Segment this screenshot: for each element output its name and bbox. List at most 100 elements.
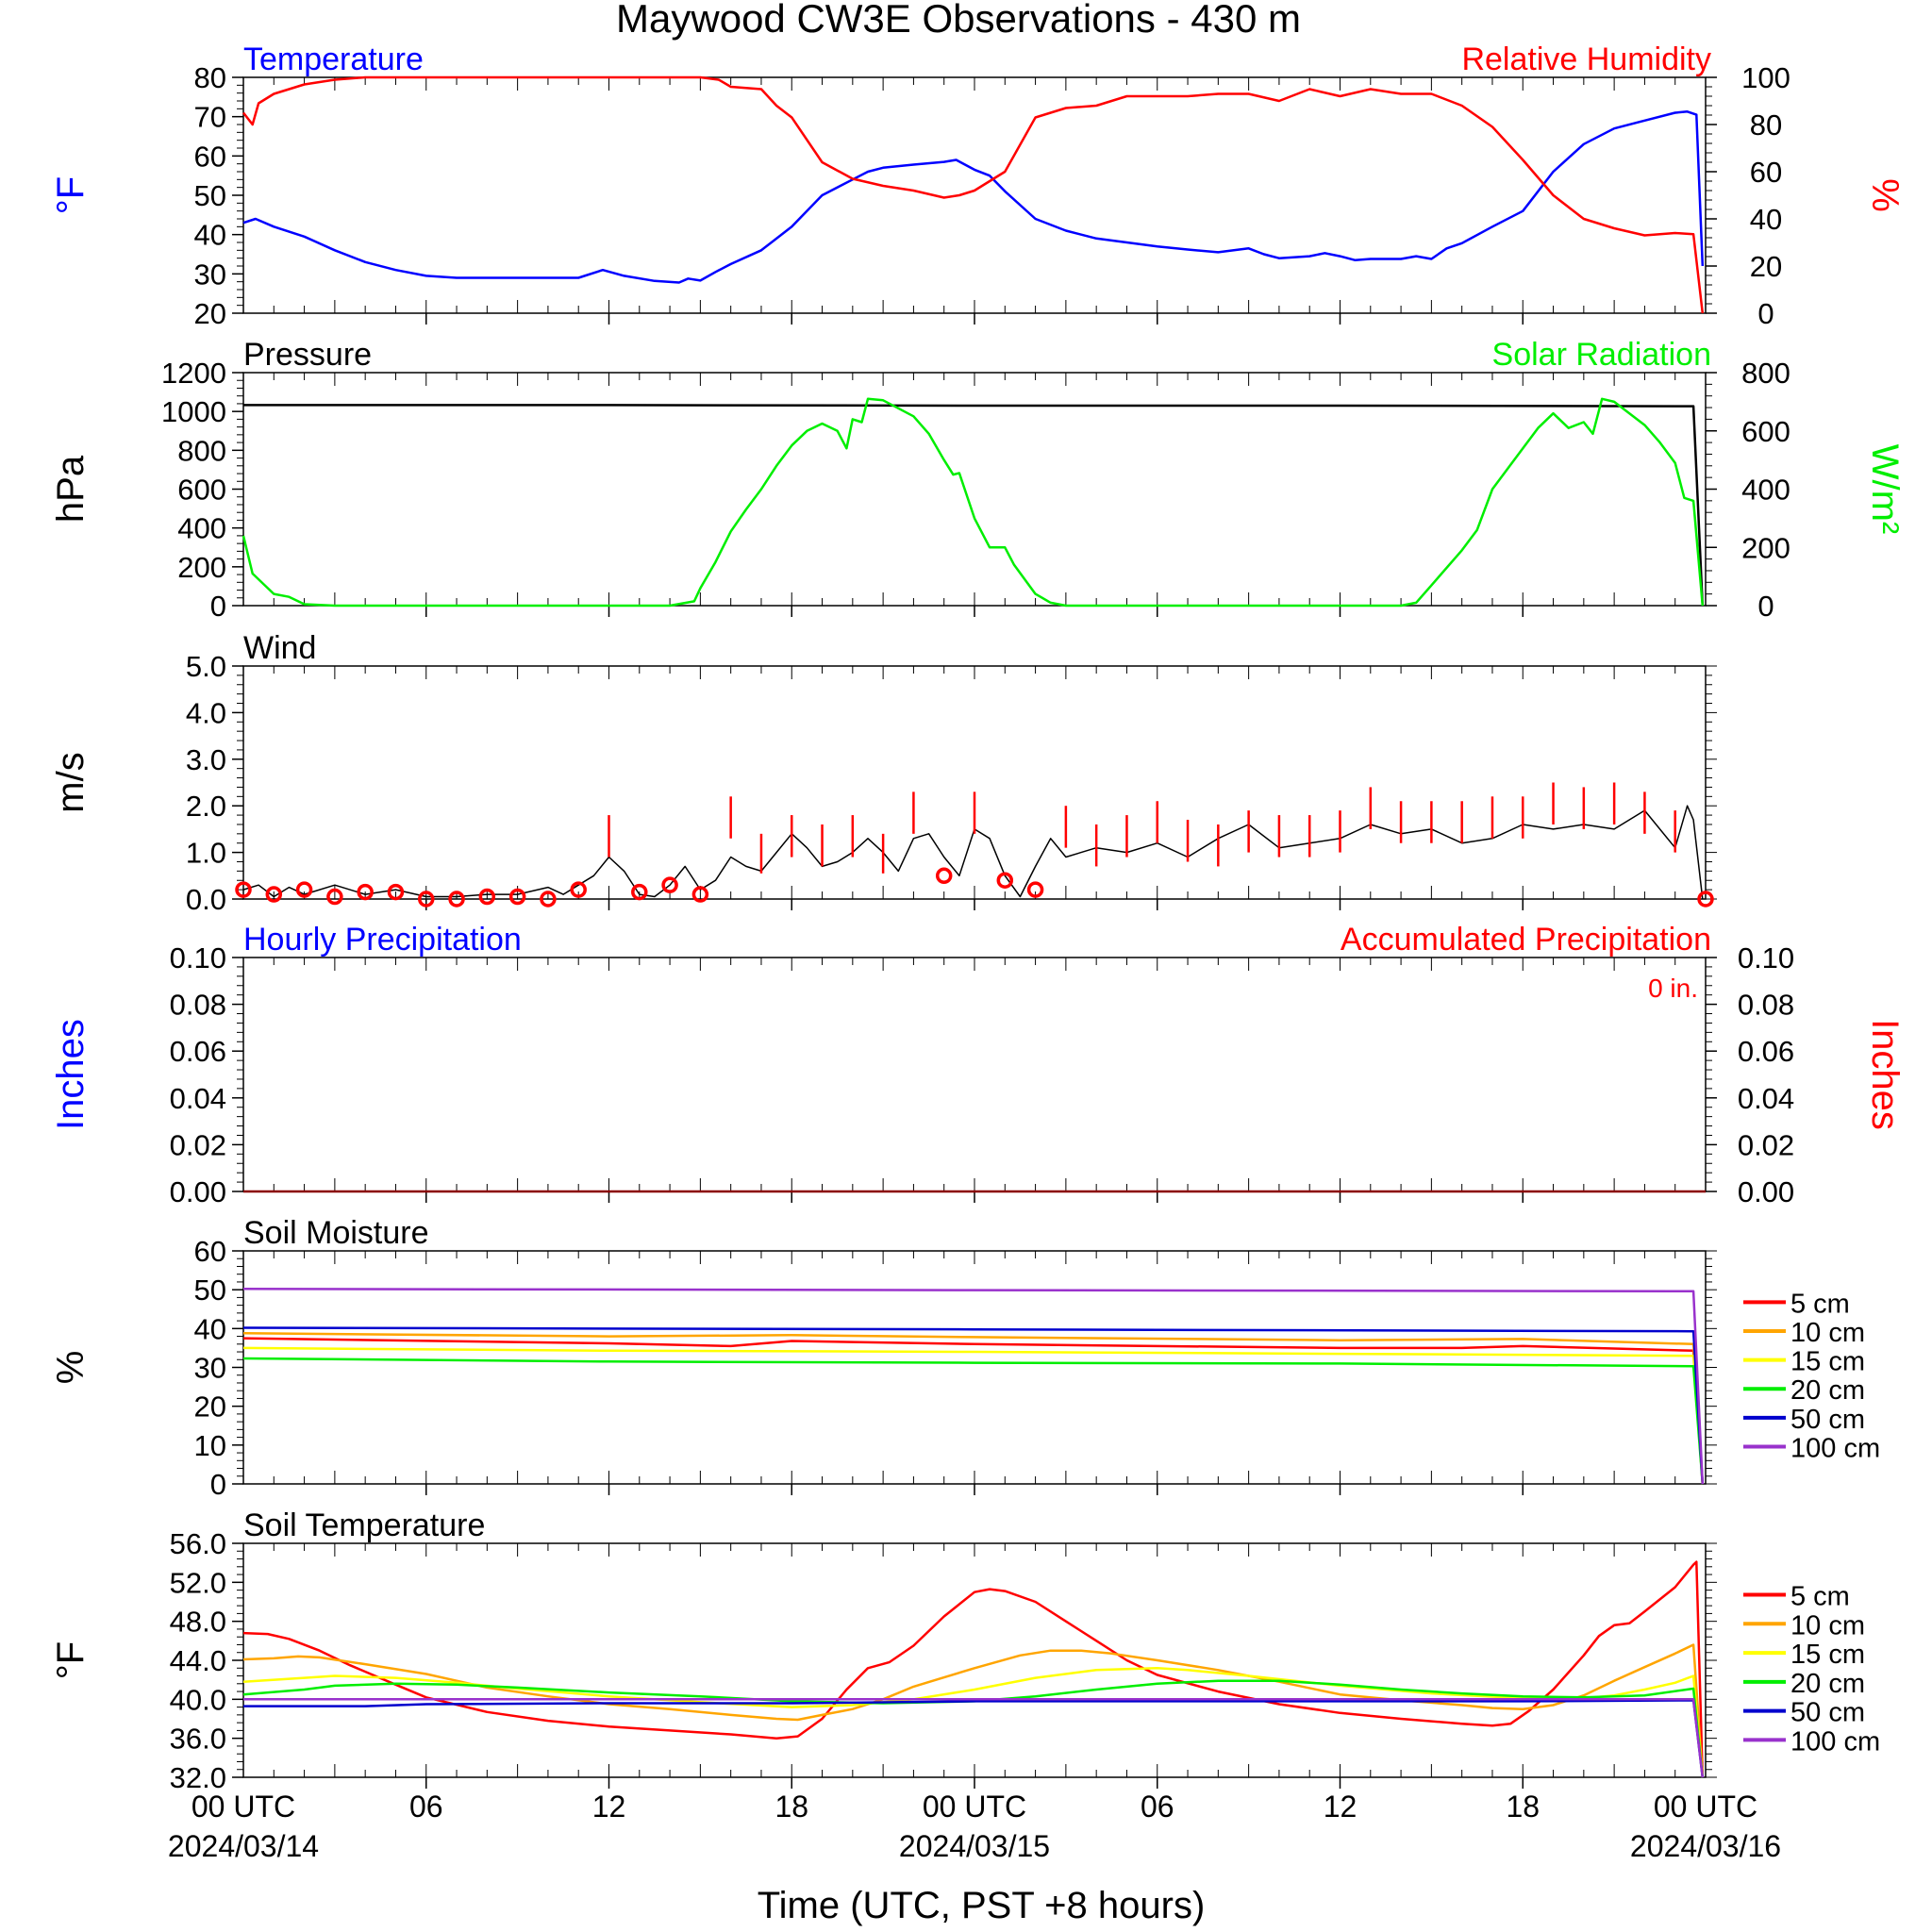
series-line-wind	[242, 805, 1704, 900]
calm-wind-circle	[691, 886, 709, 903]
panel-title-left: Soil Temperature	[243, 1507, 485, 1543]
legend-label: 50 cm	[1790, 1405, 1865, 1435]
y-left-tick-label: 40	[194, 1312, 226, 1345]
y-left-tick-label: 800	[177, 434, 226, 467]
panel-precip: 0.00 0.02 0.04 0.06 0.08 0.10 0.00 0.02 0.04 0.06…	[50, 922, 1906, 1208]
series-line-100-cm	[242, 1288, 1705, 1485]
legend-label: 100 cm	[1790, 1726, 1880, 1757]
y-right-axis-label: W/m²	[1864, 444, 1906, 535]
y-right-tick-label: 200	[1741, 531, 1790, 564]
accumulated-total-label: 0 in.	[1648, 974, 1698, 1003]
legend-label: 10 cm	[1790, 1610, 1865, 1641]
legend-label: 15 cm	[1790, 1640, 1865, 1670]
y-left-axis-label: hPa	[50, 455, 92, 523]
calm-wind-circle	[1697, 891, 1714, 908]
y-left-tick-label: 0.08	[170, 989, 226, 1022]
calm-wind-circle	[418, 891, 435, 908]
calm-wind-circle	[265, 886, 283, 903]
y-left-tick-label: 52.0	[170, 1566, 226, 1599]
y-left-tick-label: 200	[177, 551, 226, 584]
legend-label: 5 cm	[1790, 1582, 1850, 1612]
y-left-tick-label: 20	[194, 1391, 226, 1424]
calm-wind-circle	[326, 888, 343, 906]
series-line-100-cm	[243, 1698, 1705, 1778]
y-left-tick-label: 1.0	[186, 837, 226, 870]
series-line-10-cm	[242, 1332, 1705, 1485]
y-left-tick-label: 0.00	[170, 1175, 226, 1208]
panel-pressure_solar: 0 200 400 600 800 1000 1200 0 200 400 600 800 W/m² hP…	[50, 337, 1906, 623]
y-right-tick-label: 0.00	[1738, 1175, 1794, 1208]
panel-title-right: Solar Radiation	[1492, 337, 1711, 373]
y-left-tick-label: 30	[194, 1352, 226, 1385]
y-left-tick-label: 600	[177, 474, 226, 507]
y-right-tick-label: 0.02	[1738, 1128, 1794, 1161]
legend-label: 10 cm	[1790, 1318, 1865, 1348]
x-tick-label: 06	[1141, 1790, 1174, 1824]
y-left-tick-label: 44.0	[170, 1644, 226, 1677]
y-left-tick-label: 32.0	[170, 1761, 226, 1794]
calm-wind-circle	[631, 883, 648, 901]
y-right-tick-label: 0.10	[1738, 941, 1794, 974]
panel-wind: 0.0 1.0 2.0 3.0 4.0 5.0 m/s Wind	[50, 630, 1717, 916]
y-right-tick-label: 0	[1757, 297, 1774, 330]
y-left-tick-label: 56.0	[170, 1527, 226, 1560]
panels: 20304050607080020406080100%°FTemperature…	[50, 42, 1906, 1794]
legend-label: 20 cm	[1790, 1375, 1865, 1406]
panel-title-left: Hourly Precipitation	[243, 922, 522, 958]
y-right-tick-label: 0.06	[1738, 1035, 1794, 1068]
panel-title-left: Soil Moisture	[243, 1215, 429, 1251]
y-left-tick-label: 48.0	[170, 1606, 226, 1639]
y-left-tick-label: 0	[210, 590, 226, 623]
series-line-5-cm	[242, 1337, 1705, 1485]
calm-wind-circle	[1026, 881, 1044, 898]
y-left-tick-label: 1000	[161, 395, 226, 428]
panel-title-left: Wind	[243, 630, 316, 666]
calm-wind-circle	[448, 891, 465, 908]
y-left-tick-label: 40	[194, 219, 226, 252]
series-line-temperature	[242, 110, 1705, 284]
legend-label: 15 cm	[1790, 1347, 1865, 1377]
x-tick-label: 12	[1324, 1790, 1357, 1824]
y-left-tick-label: 1200	[161, 357, 226, 390]
panel-temp_rh: 20 30 40 50 60 70 80 0 20 40 60 80 100% °F Temperature…	[50, 42, 1906, 330]
calm-wind-circle	[235, 881, 252, 898]
series-line-pressure	[243, 404, 1705, 607]
calm-wind-circle	[570, 881, 587, 898]
y-left-tick-label: 10	[194, 1429, 226, 1462]
y-left-tick-label: 0.0	[186, 883, 226, 916]
y-left-tick-label: 3.0	[186, 743, 226, 776]
y-left-tick-label: 80	[194, 61, 226, 94]
panel-title-left: Pressure	[243, 337, 372, 373]
x-tick-label: 18	[1506, 1790, 1540, 1824]
series-line-50-cm	[243, 1699, 1705, 1778]
series-line-10-cm	[242, 1643, 1705, 1778]
panel-title-left: Temperature	[243, 42, 424, 77]
calm-wind-circle	[935, 867, 953, 885]
calm-wind-circle	[357, 883, 374, 901]
calm-wind-circle	[295, 881, 313, 898]
y-left-tick-label: 2.0	[186, 790, 226, 823]
x-axis: 00 UTC 2024/03/14 06 12 18 00 UTC 2024/03/15 06…	[168, 1790, 1781, 1863]
y-left-tick-label: 50	[194, 1274, 226, 1307]
y-left-tick-label: 0.04	[170, 1082, 226, 1115]
calm-wind-circle	[478, 888, 496, 906]
panel-title-right: Relative Humidity	[1461, 42, 1711, 77]
y-right-tick-label: 60	[1750, 156, 1782, 189]
y-right-tick-label: 0	[1757, 590, 1774, 623]
y-right-tick-label: 0.08	[1738, 989, 1794, 1022]
y-left-tick-label: 5.0	[186, 650, 226, 683]
x-tick-label: 00 UTC	[1654, 1790, 1757, 1824]
y-left-axis-label: m/s	[50, 752, 92, 812]
calm-wind-circle	[387, 883, 405, 901]
y-right-axis-label: %	[1864, 178, 1906, 212]
y-left-tick-label: 4.0	[186, 696, 226, 729]
legend-label: 50 cm	[1790, 1698, 1865, 1728]
y-right-tick-label: 0.04	[1738, 1082, 1794, 1115]
y-left-tick-label: 36.0	[170, 1723, 226, 1756]
y-left-tick-label: 50	[194, 179, 226, 212]
panel-title-right: Accumulated Precipitation	[1341, 922, 1711, 958]
y-left-axis-label: °F	[50, 176, 92, 214]
x-tick-date-label: 2024/03/16	[1630, 1829, 1781, 1863]
